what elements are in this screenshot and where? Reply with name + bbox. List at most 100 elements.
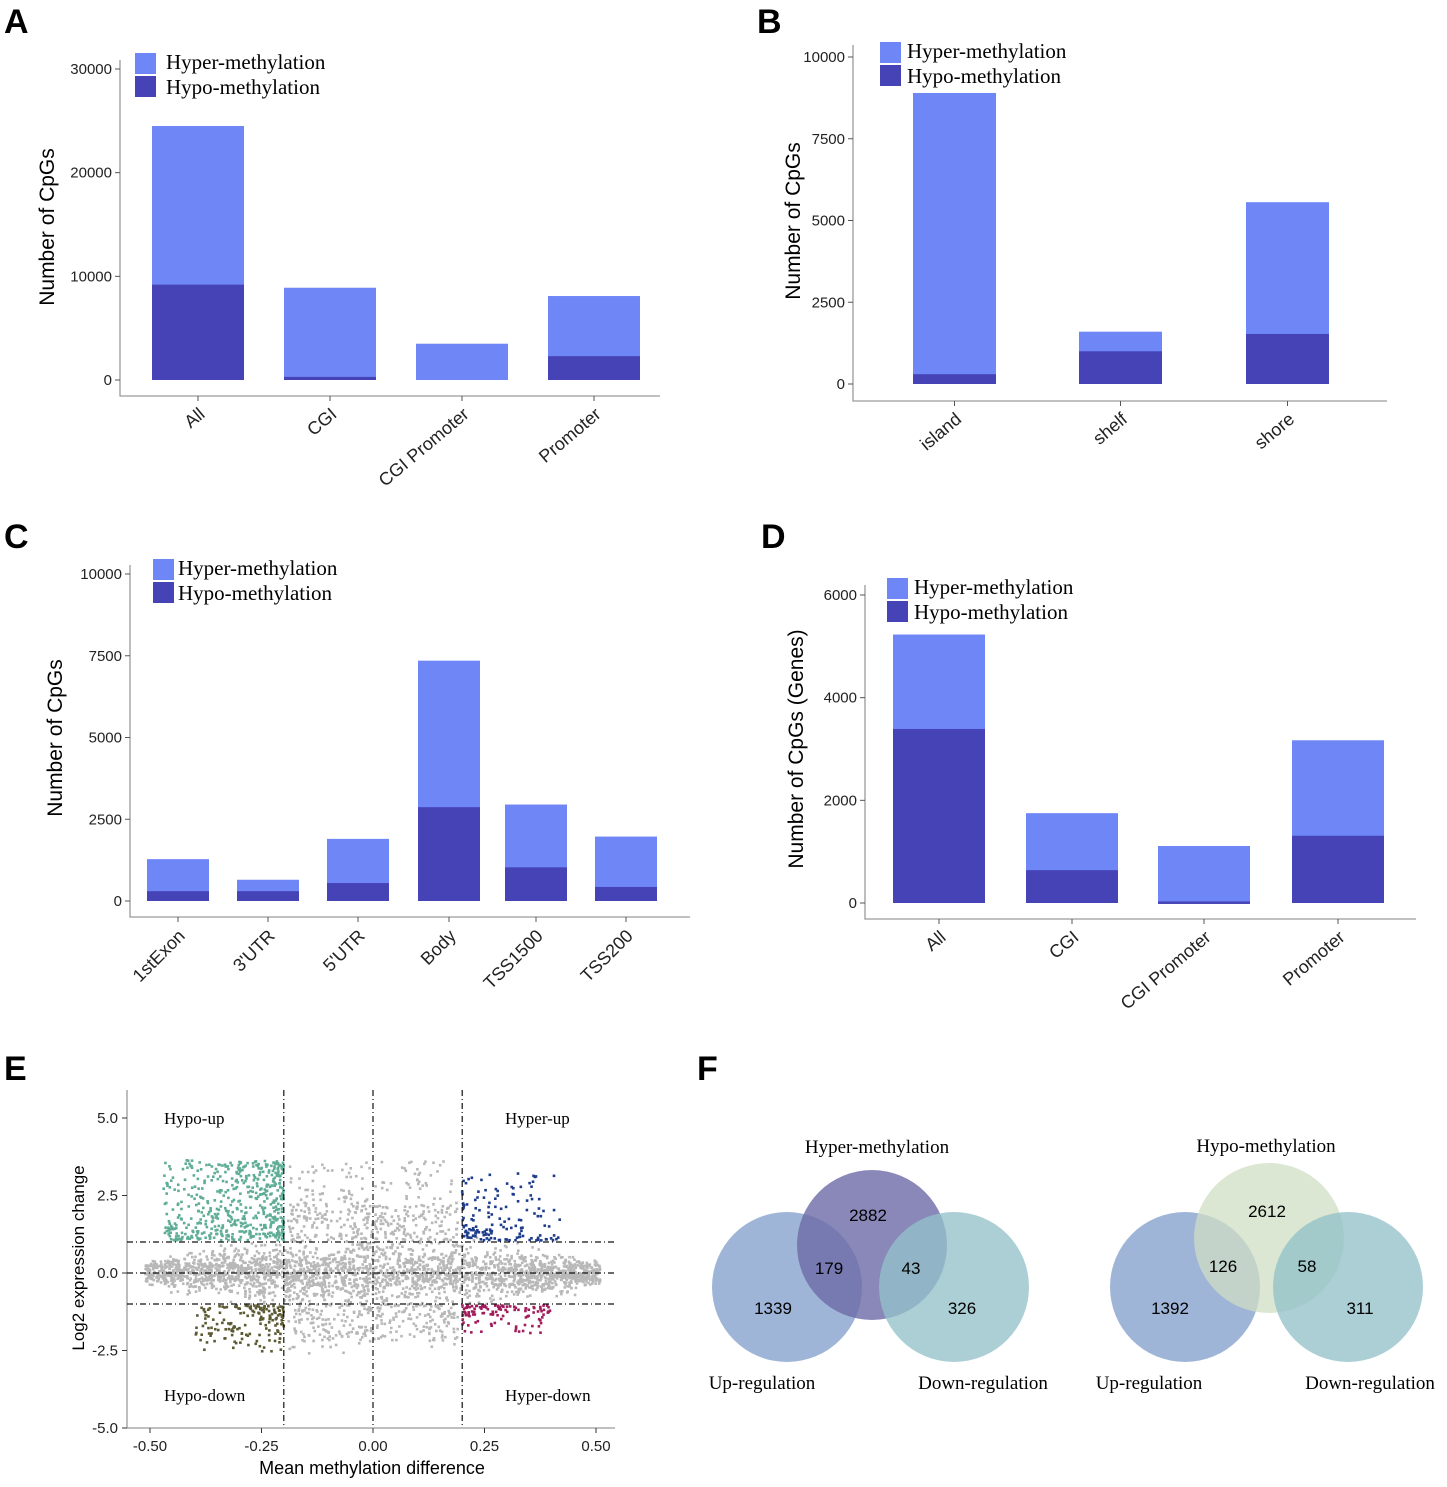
point-not-significant	[351, 1260, 355, 1264]
point-not-significant	[404, 1257, 408, 1261]
point-not-significant	[356, 1205, 359, 1208]
point-hypo-up	[195, 1193, 199, 1197]
point-not-significant	[418, 1267, 422, 1271]
point-not-significant	[351, 1267, 355, 1270]
point-not-significant	[237, 1266, 240, 1270]
point-hypo-down	[213, 1339, 216, 1343]
point-not-significant	[368, 1166, 371, 1170]
point-not-significant	[381, 1266, 385, 1269]
point-not-significant	[322, 1276, 325, 1279]
point-not-significant	[322, 1277, 325, 1281]
point-not-significant	[398, 1325, 401, 1328]
point-not-significant	[367, 1215, 370, 1219]
point-not-significant	[386, 1303, 390, 1307]
point-not-significant	[404, 1169, 408, 1173]
point-not-significant	[414, 1295, 417, 1299]
point-not-significant	[327, 1262, 330, 1266]
point-not-significant	[338, 1234, 341, 1238]
point-hypo-up	[276, 1189, 280, 1192]
point-not-significant	[524, 1274, 528, 1277]
point-hyper-up	[556, 1236, 560, 1239]
point-not-significant	[291, 1253, 294, 1257]
point-not-significant	[453, 1245, 456, 1248]
point-not-significant	[374, 1237, 378, 1240]
point-not-significant	[159, 1281, 163, 1284]
point-not-significant	[298, 1304, 302, 1308]
point-not-significant	[585, 1277, 588, 1280]
point-not-significant	[375, 1219, 378, 1223]
point-not-significant	[313, 1272, 317, 1275]
point-not-significant	[395, 1237, 399, 1240]
point-not-significant	[164, 1270, 168, 1274]
point-not-significant	[364, 1237, 368, 1241]
point-not-significant	[226, 1272, 229, 1276]
point-not-significant	[400, 1334, 403, 1338]
point-not-significant	[380, 1160, 384, 1164]
point-not-significant	[226, 1285, 230, 1288]
point-not-significant	[406, 1210, 409, 1213]
point-hypo-up	[225, 1237, 228, 1240]
point-hypo-up	[167, 1232, 170, 1236]
point-hypo-down	[207, 1332, 211, 1335]
point-not-significant	[307, 1268, 310, 1271]
point-not-significant	[430, 1268, 434, 1271]
point-not-significant	[391, 1244, 394, 1247]
point-hyper-down	[466, 1304, 469, 1308]
point-hyper-up	[504, 1238, 507, 1241]
point-not-significant	[365, 1280, 369, 1283]
point-not-significant	[299, 1267, 303, 1271]
point-not-significant	[435, 1305, 439, 1309]
point-hyper-up	[512, 1186, 515, 1190]
point-not-significant	[436, 1216, 440, 1220]
point-not-significant	[459, 1288, 463, 1292]
point-not-significant	[526, 1263, 529, 1267]
point-not-significant	[308, 1299, 311, 1303]
point-not-significant	[391, 1270, 394, 1274]
point-not-significant	[568, 1285, 571, 1288]
point-not-significant	[277, 1266, 280, 1270]
point-hypo-up	[246, 1238, 250, 1242]
point-not-significant	[151, 1259, 155, 1263]
point-hypo-down	[232, 1325, 236, 1328]
point-not-significant	[419, 1287, 423, 1291]
point-hypo-up	[272, 1161, 276, 1165]
point-not-significant	[464, 1259, 467, 1263]
point-not-significant	[378, 1282, 382, 1285]
point-not-significant	[533, 1283, 537, 1287]
point-not-significant	[162, 1269, 166, 1273]
point-hypo-down	[218, 1311, 222, 1315]
point-not-significant	[232, 1283, 236, 1287]
point-not-significant	[399, 1252, 402, 1256]
point-not-significant	[302, 1225, 306, 1228]
point-hypo-up	[246, 1161, 249, 1165]
point-not-significant	[383, 1299, 386, 1302]
y-tick-label: 4000	[824, 690, 857, 707]
point-hypo-up	[163, 1202, 167, 1206]
x-category-label: CGI	[1045, 927, 1082, 963]
point-hypo-up	[273, 1215, 277, 1219]
point-not-significant	[452, 1251, 455, 1255]
point-not-significant	[413, 1268, 417, 1271]
point-not-significant	[529, 1270, 532, 1273]
point-not-significant	[432, 1161, 435, 1165]
point-not-significant	[431, 1318, 434, 1322]
point-not-significant	[398, 1259, 401, 1262]
point-not-significant	[443, 1215, 447, 1219]
point-not-significant	[415, 1284, 418, 1288]
point-not-significant	[204, 1269, 208, 1272]
point-not-significant	[157, 1264, 161, 1268]
point-not-significant	[485, 1284, 489, 1288]
point-not-significant	[171, 1281, 175, 1285]
point-not-significant	[435, 1232, 439, 1235]
point-hypo-up	[165, 1201, 168, 1205]
point-not-significant	[372, 1280, 376, 1283]
point-not-significant	[228, 1268, 231, 1272]
point-not-significant	[470, 1273, 474, 1277]
point-not-significant	[586, 1266, 589, 1270]
point-hypo-up	[279, 1216, 283, 1219]
point-not-significant	[438, 1307, 441, 1311]
point-not-significant	[258, 1281, 262, 1285]
point-not-significant	[291, 1226, 295, 1230]
point-not-significant	[362, 1304, 366, 1307]
